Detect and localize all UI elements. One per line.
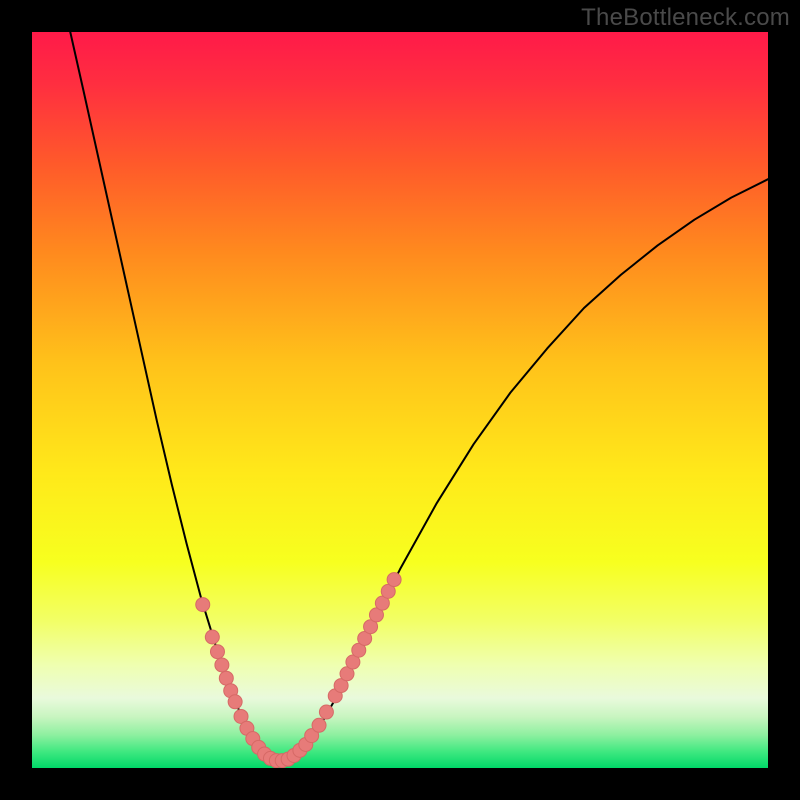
stage: TheBottleneck.com xyxy=(0,0,800,800)
bottleneck-curve xyxy=(70,32,768,761)
marker-point xyxy=(210,645,224,659)
marker-point xyxy=(205,630,219,644)
chart-svg xyxy=(32,32,768,768)
marker-point xyxy=(228,695,242,709)
marker-point xyxy=(387,573,401,587)
marker-point xyxy=(215,658,229,672)
marker-point xyxy=(312,718,326,732)
plot-area xyxy=(32,32,768,768)
marker-group xyxy=(196,573,401,768)
marker-point xyxy=(319,705,333,719)
watermark-text: TheBottleneck.com xyxy=(581,4,790,32)
marker-point xyxy=(196,598,210,612)
marker-point xyxy=(219,671,233,685)
